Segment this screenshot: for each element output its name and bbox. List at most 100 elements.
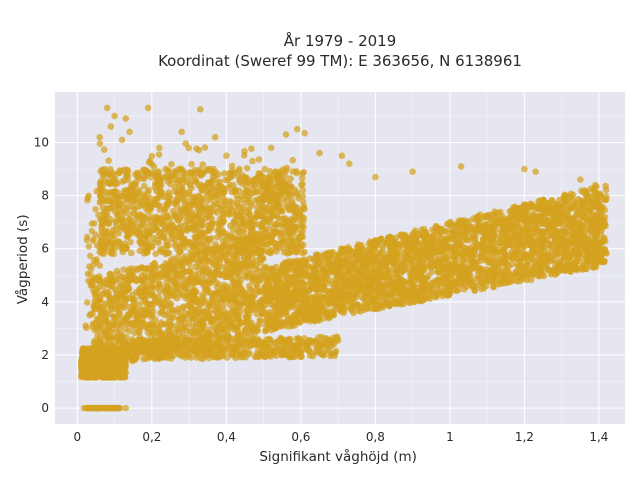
data-point bbox=[189, 328, 196, 335]
data-point bbox=[602, 182, 609, 190]
data-point bbox=[248, 287, 255, 295]
data-point bbox=[102, 362, 109, 370]
data-point bbox=[480, 284, 488, 292]
data-point bbox=[78, 357, 85, 364]
data-point bbox=[179, 262, 186, 269]
data-point bbox=[186, 268, 193, 275]
data-point bbox=[164, 264, 172, 271]
data-point bbox=[95, 404, 103, 412]
data-point bbox=[320, 308, 327, 316]
data-point bbox=[249, 270, 257, 277]
data-point bbox=[418, 230, 426, 238]
data-point bbox=[443, 240, 451, 248]
data-point bbox=[262, 327, 269, 335]
data-point bbox=[157, 297, 165, 305]
data-point bbox=[261, 302, 268, 309]
data-point bbox=[294, 266, 301, 274]
data-point bbox=[114, 404, 122, 412]
data-point bbox=[179, 304, 186, 312]
data-point bbox=[226, 301, 234, 309]
data-point bbox=[400, 260, 407, 267]
data-point bbox=[497, 277, 504, 285]
data-point bbox=[84, 364, 91, 372]
data-point bbox=[587, 206, 594, 213]
data-point bbox=[166, 322, 174, 330]
data-point bbox=[488, 228, 496, 236]
data-point bbox=[120, 371, 128, 378]
data-point bbox=[414, 242, 421, 249]
data-point bbox=[419, 250, 427, 257]
data-point bbox=[483, 265, 490, 273]
data-point bbox=[465, 246, 473, 254]
data-point bbox=[544, 222, 552, 229]
data-point bbox=[394, 267, 401, 275]
data-point bbox=[245, 302, 253, 310]
data-point bbox=[90, 364, 97, 371]
data-point bbox=[548, 197, 556, 204]
data-point bbox=[394, 240, 402, 248]
data-point bbox=[485, 249, 493, 256]
data-point bbox=[193, 295, 201, 303]
data-point bbox=[583, 265, 590, 273]
data-point bbox=[342, 281, 350, 288]
data-point bbox=[288, 273, 296, 281]
data-point bbox=[599, 204, 606, 211]
data-point bbox=[471, 276, 479, 283]
data-point bbox=[283, 303, 291, 311]
data-point bbox=[90, 338, 98, 346]
data-point bbox=[89, 404, 96, 412]
data-point bbox=[241, 256, 248, 263]
data-point bbox=[465, 223, 472, 230]
data-point bbox=[476, 218, 484, 225]
data-point bbox=[434, 281, 442, 289]
data-point bbox=[356, 268, 363, 275]
data-point bbox=[277, 280, 285, 287]
data-point bbox=[139, 287, 146, 294]
data-point bbox=[468, 253, 475, 261]
data-points bbox=[77, 104, 610, 412]
data-point bbox=[438, 287, 446, 295]
data-point bbox=[383, 240, 390, 248]
data-point bbox=[166, 328, 173, 336]
data-point bbox=[80, 345, 87, 353]
data-point bbox=[212, 272, 219, 279]
data-point bbox=[475, 267, 483, 274]
data-point bbox=[516, 277, 524, 285]
data-point bbox=[317, 300, 324, 308]
data-point bbox=[294, 289, 302, 296]
data-point bbox=[555, 245, 563, 252]
data-point bbox=[195, 302, 203, 309]
data-point bbox=[518, 211, 525, 219]
data-point bbox=[590, 263, 598, 270]
data-point bbox=[565, 237, 573, 245]
data-point bbox=[111, 320, 119, 328]
data-point bbox=[541, 228, 548, 236]
data-point bbox=[506, 208, 513, 215]
data-point bbox=[166, 292, 173, 300]
data-point bbox=[561, 249, 568, 257]
data-point bbox=[106, 348, 113, 356]
data-point bbox=[143, 264, 150, 272]
data-point bbox=[137, 264, 145, 272]
data-point bbox=[458, 262, 466, 269]
data-point bbox=[334, 295, 341, 302]
data-point bbox=[562, 232, 569, 239]
data-point bbox=[146, 291, 154, 299]
data-point bbox=[452, 259, 459, 266]
data-point bbox=[231, 254, 239, 262]
data-point bbox=[429, 287, 436, 294]
data-point bbox=[406, 294, 414, 301]
data-point bbox=[163, 278, 170, 286]
data-point bbox=[501, 230, 508, 238]
data-point bbox=[479, 241, 487, 249]
data-point bbox=[455, 223, 463, 230]
data-point bbox=[547, 243, 554, 250]
data-point bbox=[118, 331, 126, 339]
data-point bbox=[151, 265, 159, 273]
data-point bbox=[224, 257, 231, 265]
data-point bbox=[111, 368, 118, 375]
data-point bbox=[602, 193, 610, 200]
data-point bbox=[278, 270, 286, 277]
data-point bbox=[173, 295, 181, 302]
